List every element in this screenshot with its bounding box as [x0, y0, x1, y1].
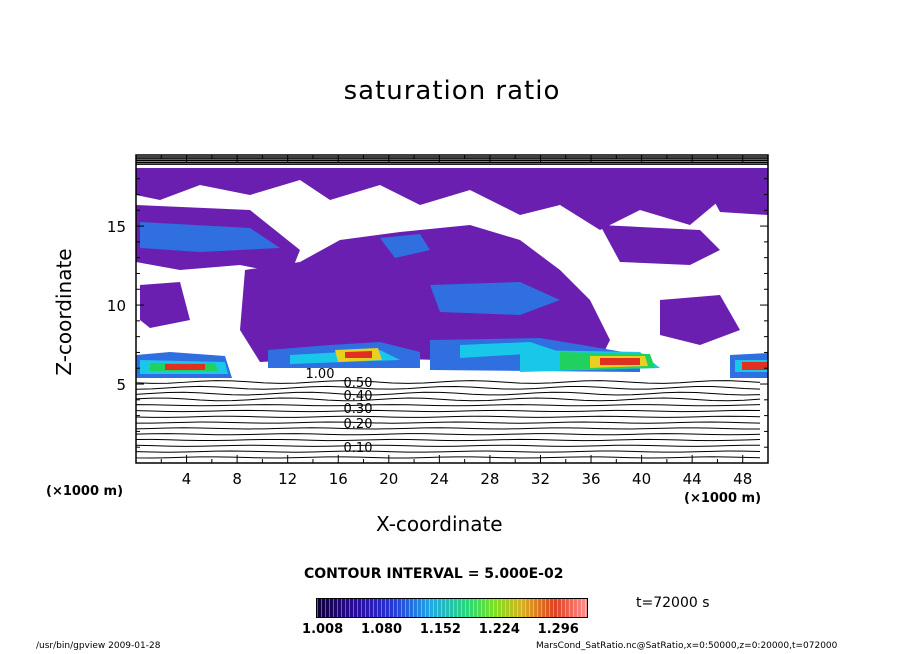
contour-line [136, 380, 761, 384]
colorbar [316, 598, 588, 618]
x-axis-label: X-coordinate [376, 512, 503, 536]
saturation-region [742, 362, 768, 370]
contour-label: 0.10 [344, 441, 373, 456]
colorbar-tick-label: 1.152 [419, 622, 461, 637]
x-tick-label: 4 [182, 470, 192, 488]
saturation-region [460, 342, 560, 358]
saturation-region [345, 351, 372, 358]
footer-left: /usr/bin/gpview 2009-01-28 [36, 641, 161, 651]
contour-lines [136, 156, 768, 459]
contour-line [136, 421, 761, 424]
saturation-region [140, 222, 280, 252]
x-tick-label: 40 [632, 470, 651, 488]
x-tick-label: 16 [329, 470, 348, 488]
saturation-region [700, 172, 768, 215]
contour-line [136, 391, 761, 396]
saturation-region [600, 358, 640, 365]
x-tick-label: 24 [430, 470, 449, 488]
x-tick-label: 48 [733, 470, 752, 488]
y-tick-label: 15 [107, 218, 126, 236]
contour-label: 0.20 [344, 417, 373, 432]
contour-line [136, 427, 761, 430]
x-axis-unit-left: (×1000 m) [46, 484, 124, 499]
contour-label: 0.40 [344, 389, 373, 404]
contour-line [136, 450, 761, 453]
contour-label: 0.30 [344, 402, 373, 417]
x-tick-label: 32 [531, 470, 550, 488]
time-label: t=72000 s [636, 595, 710, 611]
colorbar-tick-label: 1.296 [537, 622, 579, 637]
contour-label: 0.50 [344, 376, 373, 391]
contour-line [136, 438, 761, 442]
contour-line [136, 444, 761, 447]
saturation-fill-regions [136, 168, 768, 378]
contour-line [136, 433, 761, 436]
x-tick-label: 8 [232, 470, 242, 488]
saturation-region [240, 225, 610, 362]
x-tick-label: 28 [480, 470, 499, 488]
x-axis-ticks: 4 8 12 16 20 24 28 32 36 40 44 48 [160, 155, 752, 488]
x-tick-label: 12 [278, 470, 297, 488]
contour-line [136, 397, 761, 402]
colorbar-tick-label: 1.008 [302, 622, 344, 637]
chart-title: saturation ratio [343, 76, 561, 106]
y-axis-label: Z-coordinate [52, 248, 76, 376]
contour-line [136, 404, 761, 407]
contour-label: 1.00 [306, 367, 335, 382]
saturation-region [430, 282, 560, 315]
contour-line [136, 415, 761, 418]
y-axis-ticks: 5 10 15 [107, 178, 768, 448]
saturation-region [165, 364, 205, 370]
contour-line [136, 456, 761, 459]
y-tick-label: 5 [116, 376, 126, 394]
x-axis-unit-right: (×1000 m) [684, 491, 762, 506]
plot-frame [135, 154, 769, 464]
x-tick-label: 36 [581, 470, 600, 488]
saturation-region [140, 282, 190, 328]
contour-interval-label: CONTOUR INTERVAL = 5.000E-02 [304, 566, 564, 582]
saturation-region [660, 295, 740, 345]
colorbar-tick-label: 1.080 [360, 622, 403, 637]
saturation-region [136, 168, 768, 230]
contour-line [136, 385, 761, 390]
colorbar-tick-label: 1.224 [478, 622, 520, 637]
x-tick-label: 20 [379, 470, 398, 488]
footer-right: MarsCond_SatRatio.nc@SatRatio,x=0:50000,… [536, 641, 838, 651]
x-tick-label: 44 [683, 470, 702, 488]
contour-labels: 0.10 0.200.300.400.50 1.00 [306, 367, 373, 456]
saturation-region [600, 225, 720, 265]
y-tick-label: 10 [107, 297, 126, 315]
saturation-region [380, 234, 430, 258]
contour-line [136, 409, 761, 413]
saturation-region [520, 168, 610, 198]
